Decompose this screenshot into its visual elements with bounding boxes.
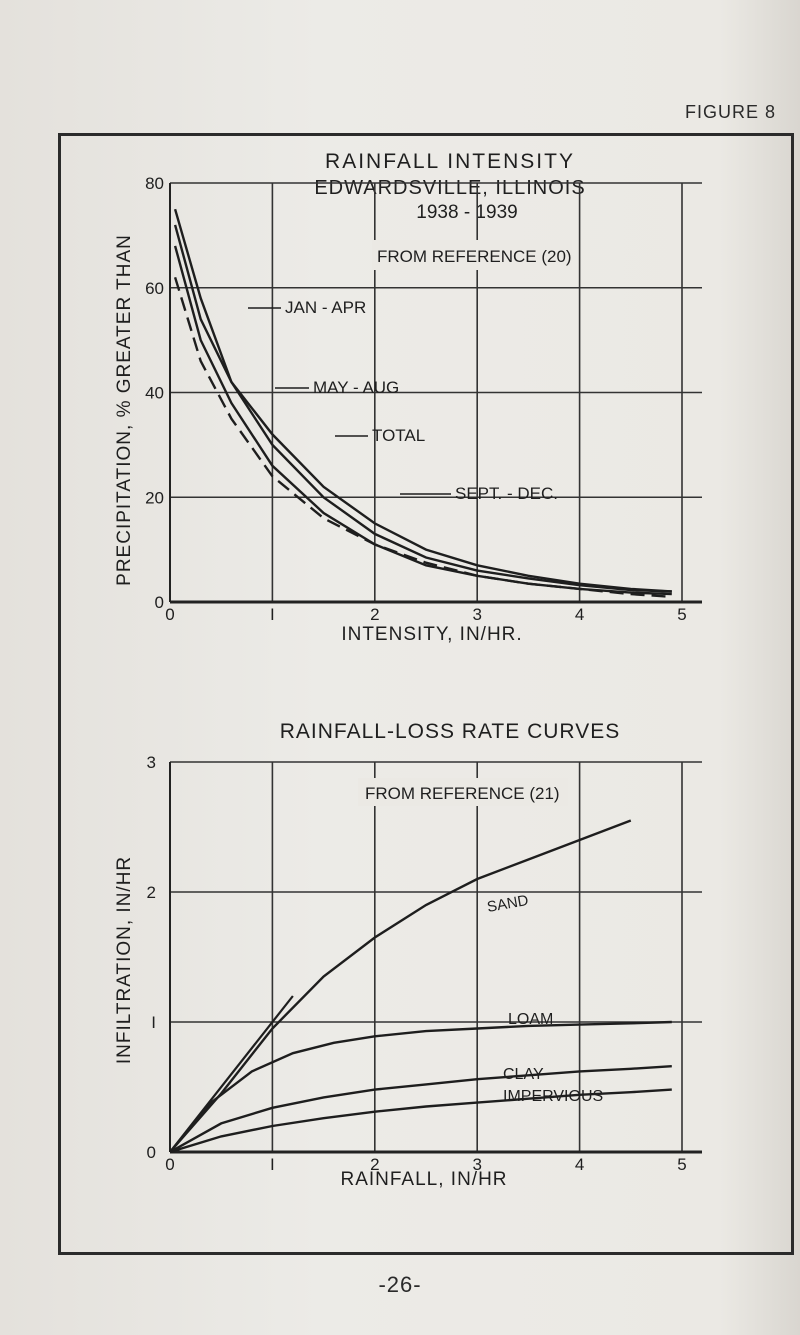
figure-label: FIGURE 8 (684, 102, 776, 122)
chart1-series-label: TOTAL (372, 426, 425, 445)
chart2-series-line (169, 1020, 672, 1153)
chart1-y-tick-label: 80 (145, 174, 164, 193)
chart2-series-line (169, 1088, 672, 1154)
chart2-y-tick-label: 3 (147, 753, 156, 772)
chart2-y-tick-label: 0 (147, 1143, 156, 1162)
chart2-x-tick-label: 3 (472, 1155, 481, 1174)
page-number: -26- (378, 1272, 422, 1297)
chart1-ylabel: PRECIPITATION, % GREATER THAN (114, 234, 135, 586)
chart1-series-line (173, 208, 672, 593)
chart1-x-tick-label: 3 (472, 605, 481, 624)
chart2-series-label: IMPERVIOUS (503, 1088, 603, 1105)
chart2-series-line (169, 819, 632, 1153)
chart2-source-note: FROM REFERENCE (21) (365, 784, 560, 803)
chart2-y-tick-label: I (151, 1013, 156, 1032)
chart2-x-tick-label: 2 (370, 1155, 379, 1174)
chart2-series-line (169, 1065, 672, 1154)
chart2-y-tick-label: 2 (147, 883, 156, 902)
chart1-series-line (173, 245, 672, 596)
chart1-series-label: MAY - AUG (313, 378, 399, 397)
chart1-x-tick-label: 5 (677, 605, 686, 624)
chart2-plot: 0 I 2 3 4 5 0 I 2 3 FROM REFERENCE (21) SAND LOAM CLA… (147, 753, 702, 1174)
chart2-series-label: LOAM (508, 1011, 553, 1028)
chart1-subtitle: EDWARDSVILLE, ILLINOIS (314, 177, 585, 199)
chart2-series-label: SAND (486, 892, 530, 916)
chart2-x-tick-label: I (270, 1155, 275, 1174)
chart1-source-note: FROM REFERENCE (20) (377, 247, 572, 266)
chart2-x-tick-label: 0 (165, 1155, 174, 1174)
chart2-series-label: CLAY (503, 1066, 544, 1083)
chart1-xlabel: INTENSITY, IN/HR. (341, 624, 522, 645)
chart2-x-tick-label: 4 (575, 1155, 584, 1174)
chart1-title: RAINFALL INTENSITY (325, 150, 575, 173)
chart1-x-tick-label: 2 (370, 605, 379, 624)
chart1-y-tick-label: 20 (145, 488, 164, 507)
chart2-title: RAINFALL-LOSS RATE CURVES (280, 720, 620, 743)
chart1-x-tick-label: I (270, 605, 275, 624)
chart1-y-tick-label: 0 (155, 593, 164, 612)
chart2-xlabel: RAINFALL, IN/HR (340, 1169, 507, 1190)
chart1-y-tick-label: 60 (145, 279, 164, 298)
chart2-ylabel: INFILTRATION, IN/HR (114, 856, 135, 1064)
chart1-series-label: JAN - APR (285, 298, 366, 317)
chart2-x-tick-label: 5 (677, 1155, 686, 1174)
chart1-period: 1938 - 1939 (416, 202, 517, 223)
chart1-x-tick-label: 4 (575, 605, 584, 624)
chart1-plot: 0 I 2 3 4 5 0 20 40 60 80 FROM REFERENCE (20) JAN - … (145, 174, 702, 624)
chart1-source-note-bg (372, 240, 572, 270)
chart1-series-label: SEPT. - DEC. (455, 484, 558, 503)
chart1-y-tick-label: 40 (145, 384, 164, 403)
figure-frame (58, 133, 794, 1255)
chart1-x-tick-label: 0 (165, 605, 174, 624)
chart2-source-note-bg (358, 778, 568, 806)
chart1-series-line (173, 224, 672, 593)
